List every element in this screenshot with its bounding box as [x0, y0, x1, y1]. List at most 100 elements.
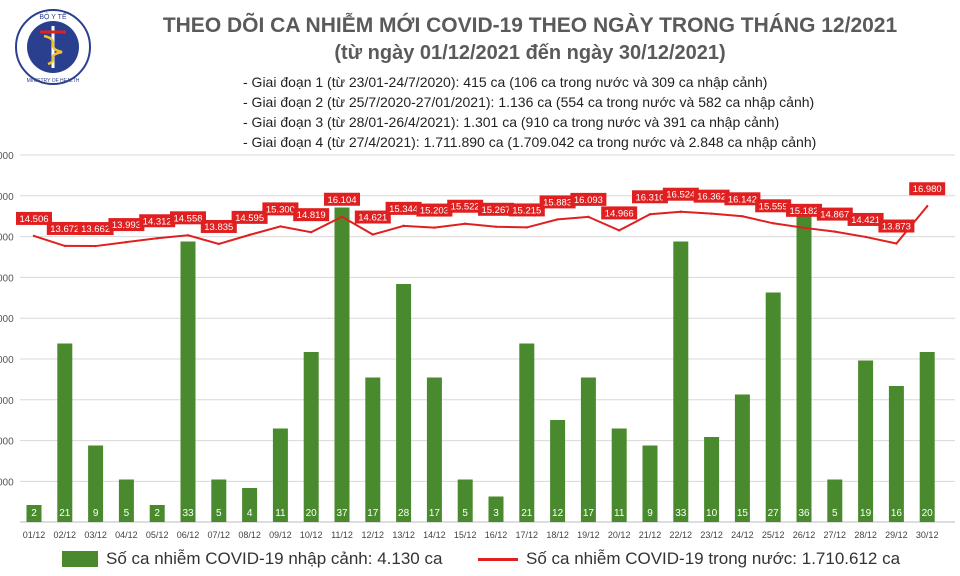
x-tick-label: 01/12 — [23, 530, 46, 540]
line-label-box — [16, 211, 52, 225]
line-value-label: 14.506 — [19, 214, 48, 225]
line-point — [464, 222, 467, 225]
line-label-box — [847, 212, 884, 226]
legend-line-swatch — [478, 557, 518, 561]
x-tick-label: 29/12 — [885, 530, 908, 540]
line-value-label: 14.819 — [297, 210, 326, 221]
x-tick-label: 10/12 — [300, 530, 323, 540]
x-tick-label: 28/12 — [854, 530, 877, 540]
line-label-box — [139, 214, 176, 228]
line-point — [248, 233, 251, 237]
line-value-label: 15.203 — [420, 206, 449, 217]
y-axis-labels: 000 000 000 000 000 000 000 000 000 — [0, 151, 14, 488]
line-point — [587, 215, 590, 219]
bar-value-label: 28 — [398, 508, 410, 519]
bar-value-label: 15 — [737, 508, 749, 519]
line-label-box — [200, 219, 237, 233]
line-value-label: 15.559 — [759, 201, 788, 212]
chart-title: THEO DÕI CA NHIỄM MỚI COVID-19 THEO NGÀY… — [162, 14, 898, 37]
bar — [180, 241, 196, 522]
line-point — [310, 230, 313, 234]
line-value-label: 16.362 — [697, 192, 726, 203]
line-point — [710, 212, 713, 215]
y-tick-label: 000 — [0, 437, 14, 448]
bar-value-label: 11 — [614, 508, 625, 519]
line-point — [63, 244, 66, 248]
line-label-box — [539, 195, 576, 209]
x-tick-label: 23/12 — [700, 530, 723, 540]
ministry-of-health-logo: BỘ Y TẾ MINISTRY OF HEALTH — [15, 9, 91, 85]
line-label-box — [478, 202, 514, 216]
x-tick-label: 03/12 — [84, 530, 107, 540]
line-point — [402, 224, 405, 228]
line-label-box — [755, 199, 792, 213]
y-tick-label: 000 — [0, 355, 14, 366]
x-tick-label: 09/12 — [269, 530, 292, 540]
bar — [488, 496, 504, 522]
line-value-label: 13.873 — [882, 222, 911, 233]
line-point — [340, 215, 344, 218]
legend-bar-label: Số ca nhiễm COVID-19 nhập cảnh: 4.130 ca — [106, 549, 443, 568]
bar — [26, 505, 42, 522]
line-value-label: 14.867 — [820, 210, 849, 221]
line-label-box — [816, 207, 853, 221]
bar — [426, 377, 442, 522]
bar-value-label: 17 — [583, 508, 595, 519]
line-label-box — [231, 210, 268, 224]
bar-series: 2 21 9 5 2 33 5 4 11 20 37 17 28 17 5 3 21 12 17 11 9 33 10 15 2… — [26, 207, 935, 522]
legend-line-label: Số ca nhiễm COVID-19 trong nước: 1.710.6… — [526, 549, 901, 568]
line-value-label: 16.142 — [728, 194, 757, 205]
bar — [919, 352, 935, 522]
line-label-box — [46, 221, 83, 235]
line-point — [525, 226, 528, 229]
line-point — [648, 213, 652, 216]
stage-3: - Giai đoạn 3 (từ 28/01-26/4/2021): 1.30… — [243, 114, 780, 130]
bar — [765, 292, 781, 522]
bar — [642, 445, 658, 522]
bar — [457, 479, 473, 522]
x-tick-label: 21/12 — [639, 530, 662, 540]
line-point — [156, 237, 159, 240]
line-label-box — [786, 203, 822, 217]
line-point — [125, 240, 128, 244]
bar-value-label: 5 — [462, 508, 468, 519]
logo-text-bottom: MINISTRY OF HEALTH — [27, 78, 80, 84]
legend-bar-swatch — [62, 551, 98, 567]
bar — [580, 377, 596, 522]
line-point — [864, 235, 867, 239]
bar — [704, 437, 720, 522]
x-tick-label: 18/12 — [546, 530, 569, 540]
line-value-label: 14.621 — [358, 213, 387, 224]
line-value-label: 15.215 — [512, 205, 541, 216]
bar — [365, 377, 381, 522]
bar — [272, 428, 288, 522]
bar-value-label: 33 — [182, 508, 194, 519]
line-value-label: 14.421 — [851, 215, 880, 226]
bar — [242, 488, 258, 522]
x-tick-label: 27/12 — [824, 530, 847, 540]
bar-value-label: 17 — [367, 508, 379, 519]
line-label-box — [293, 208, 330, 222]
bar-value-label: 11 — [275, 508, 286, 519]
line-point — [618, 229, 621, 232]
x-tick-label: 12/12 — [362, 530, 385, 540]
bar-value-label: 4 — [247, 508, 253, 519]
line-point — [279, 225, 282, 228]
line-label-box — [878, 219, 915, 233]
x-tick-label: 16/12 — [485, 530, 508, 540]
line-label-box — [601, 206, 638, 220]
y-tick-label: 000 — [0, 192, 14, 203]
line-label-box — [447, 199, 484, 213]
line-label-box — [570, 192, 607, 206]
bar — [118, 479, 134, 522]
bar — [550, 420, 566, 522]
line-value-label: 16.310 — [635, 192, 664, 203]
x-tick-label: 08/12 — [238, 530, 261, 540]
bar — [334, 207, 350, 522]
bar-value-label: 5 — [124, 508, 130, 519]
bar-value-label: 21 — [59, 508, 71, 519]
line-value-label: 14.312 — [143, 216, 172, 227]
x-tick-label: 02/12 — [54, 530, 77, 540]
x-tick-label: 15/12 — [454, 530, 477, 540]
